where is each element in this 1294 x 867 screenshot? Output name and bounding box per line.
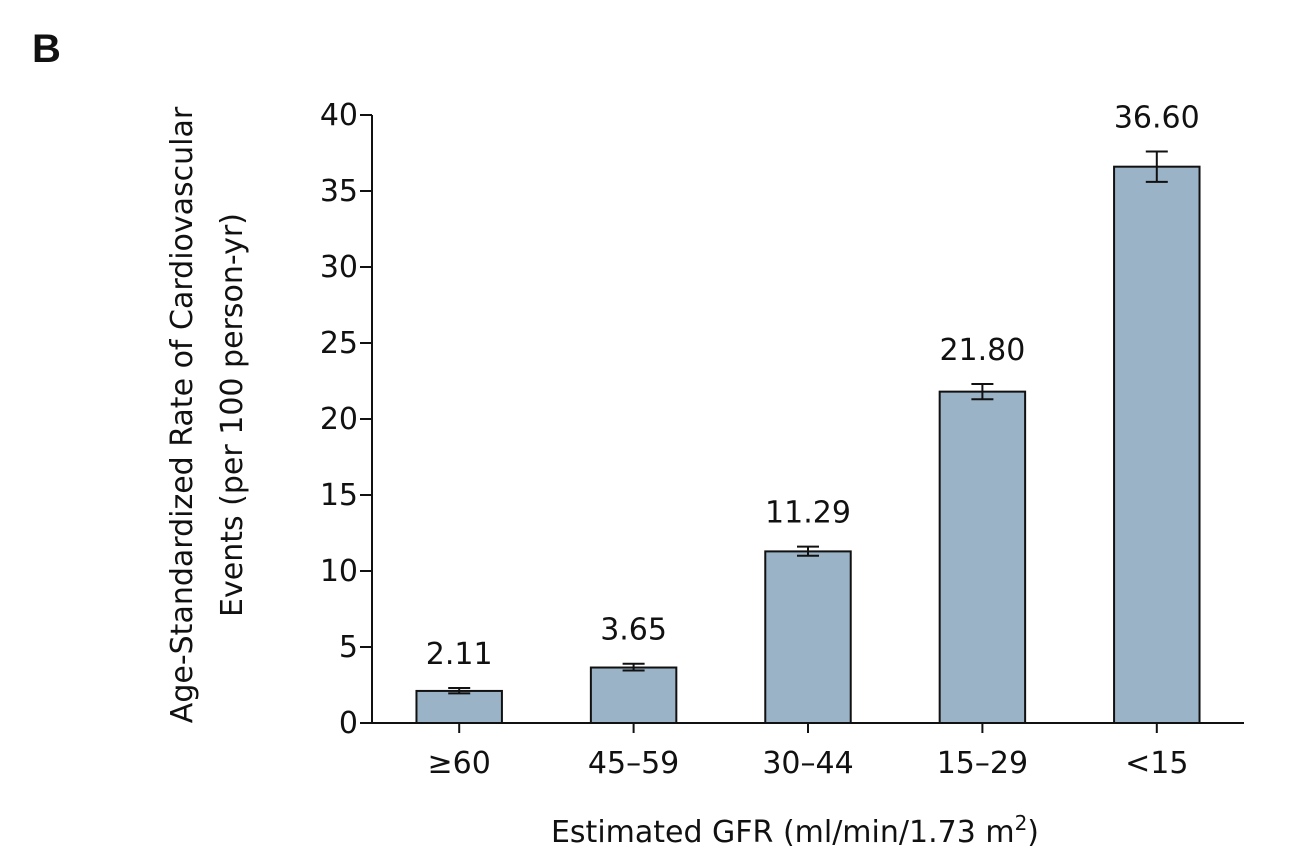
y-tick-label: 35 [320,174,358,209]
bar [1113,165,1201,724]
data-label: 21.80 [939,333,1025,368]
y-tick-label: 5 [339,630,358,665]
y-tick-label: 40 [320,98,358,133]
x-tick-label: 45–59 [588,746,679,781]
bars: 2.11 3.65 11.29 21.80 36.60 [415,100,1201,725]
y-tick-label: 0 [339,706,358,741]
data-label: 11.29 [765,496,851,531]
y-axis-title: Age-Standardized Rate of Cardiovascular … [165,106,250,723]
x-axis-title-text: Estimated GFR (ml/min/1.73 m [551,815,1015,850]
y-axis-title-line-2: Events (per 100 person-yr) [215,213,250,617]
panel-label: B [32,27,61,71]
x-tick-label: 30–44 [762,746,853,781]
y-axis-title-line-1: Age-Standardized Rate of Cardiovascular [165,106,200,723]
y-tick-label: 20 [320,402,358,437]
y-tick-label: 15 [320,478,358,513]
y-axis: 0 5 10 15 20 25 30 35 40 [320,98,373,741]
x-tick-label: <15 [1125,746,1188,781]
data-label: 36.60 [1114,100,1200,135]
data-label: 3.65 [600,613,667,648]
y-tick-label: 25 [320,326,358,361]
x-axis-title-superscript: 2 [1015,811,1028,835]
data-label: 2.11 [426,637,493,672]
y-tick-label: 30 [320,250,358,285]
x-axis: ≥60 45–59 30–44 15–29 <15 [372,722,1244,781]
y-tick-label: 10 [320,554,358,589]
x-tick-label: ≥60 [428,746,491,781]
bar [589,666,678,725]
x-tick-label: 15–29 [937,746,1028,781]
x-axis-title-close: ) [1027,815,1039,850]
bar [938,390,1027,724]
x-axis-title: Estimated GFR (ml/min/1.73 m2) [551,811,1039,850]
bar [764,550,852,725]
bar [415,689,503,724]
